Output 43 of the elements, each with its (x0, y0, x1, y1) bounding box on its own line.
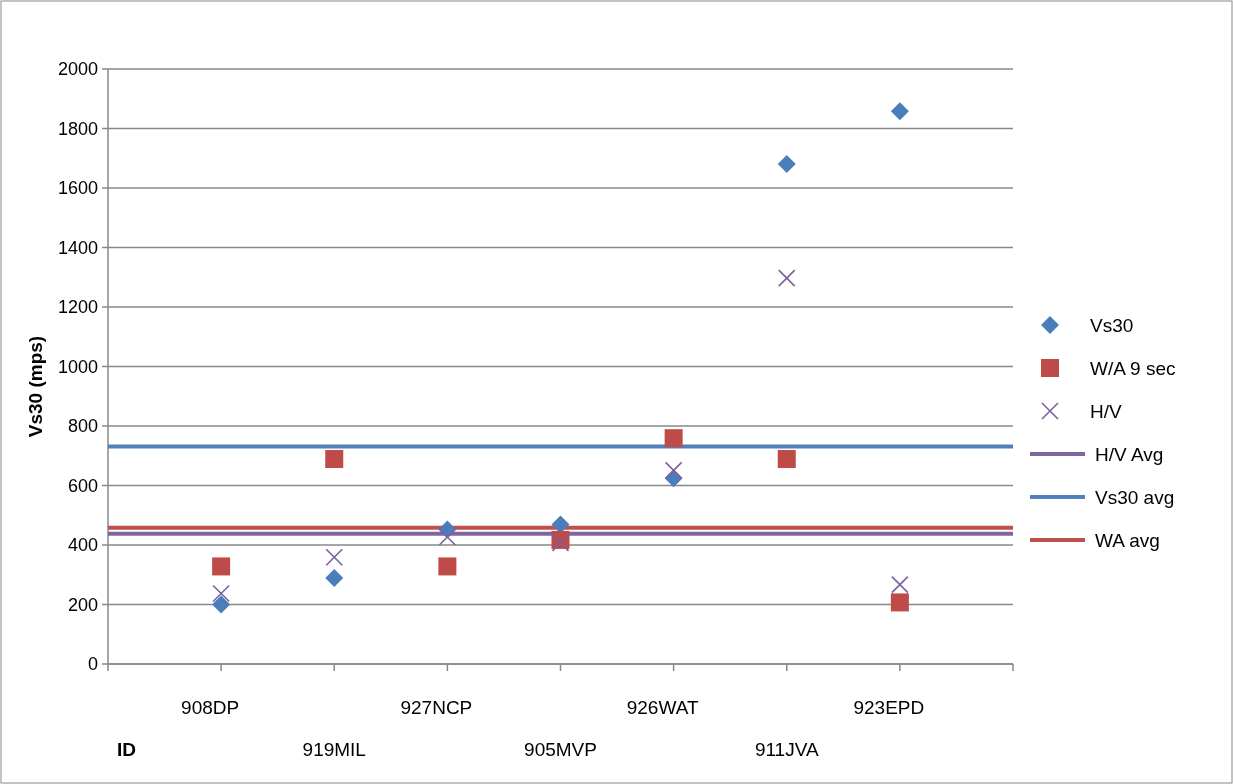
point (551, 534, 570, 552)
y-tick-label: 400 (67, 535, 98, 556)
legend-label: Vs30 avg (1095, 486, 1175, 508)
point (325, 569, 344, 588)
y-tick-label: 800 (67, 416, 98, 437)
point (664, 429, 683, 448)
y-tick-label: 0 (87, 654, 98, 675)
point (212, 584, 230, 603)
point (777, 450, 796, 469)
point (325, 548, 344, 566)
point (777, 269, 796, 287)
y-tick-label: 2000 (57, 59, 98, 80)
legend-label: H/V (1090, 400, 1122, 422)
legend-label: WA avg (1095, 529, 1160, 551)
y-tick-label: 1800 (57, 118, 98, 139)
x-tick-label: 923EPD (853, 697, 925, 718)
legend-label: H/V Avg (1095, 443, 1164, 465)
legend-label: Vs30 (1090, 314, 1134, 336)
point (212, 557, 231, 576)
point (777, 154, 796, 173)
x-tick-label: 911JVA (754, 739, 819, 760)
y-tick-label: 1600 (57, 178, 98, 199)
point (438, 528, 457, 546)
point (891, 575, 909, 594)
y-tick-label: 1400 (57, 237, 98, 258)
y-tick-label: 1200 (57, 297, 98, 318)
x-axis-title: ID (117, 739, 137, 760)
point (664, 461, 683, 480)
y-axis-title: Vs30 (mps) (25, 335, 46, 438)
point (438, 557, 457, 576)
x-tick-label: 905MVP (524, 739, 597, 760)
y-tick-label: 600 (67, 475, 98, 496)
y-tick-label: 200 (67, 594, 98, 615)
x-tick-label: 908DP (181, 697, 240, 718)
legend-label: W/A 9 sec (1090, 357, 1176, 379)
x-tick-label: 927NCP (400, 697, 473, 718)
point (890, 593, 909, 612)
x-tick-label: 919MIL (302, 739, 366, 760)
x-tick-label: 926WAT (626, 697, 699, 718)
point (325, 450, 344, 469)
point (890, 102, 909, 121)
point (212, 595, 231, 614)
y-tick-label: 1000 (57, 356, 98, 377)
